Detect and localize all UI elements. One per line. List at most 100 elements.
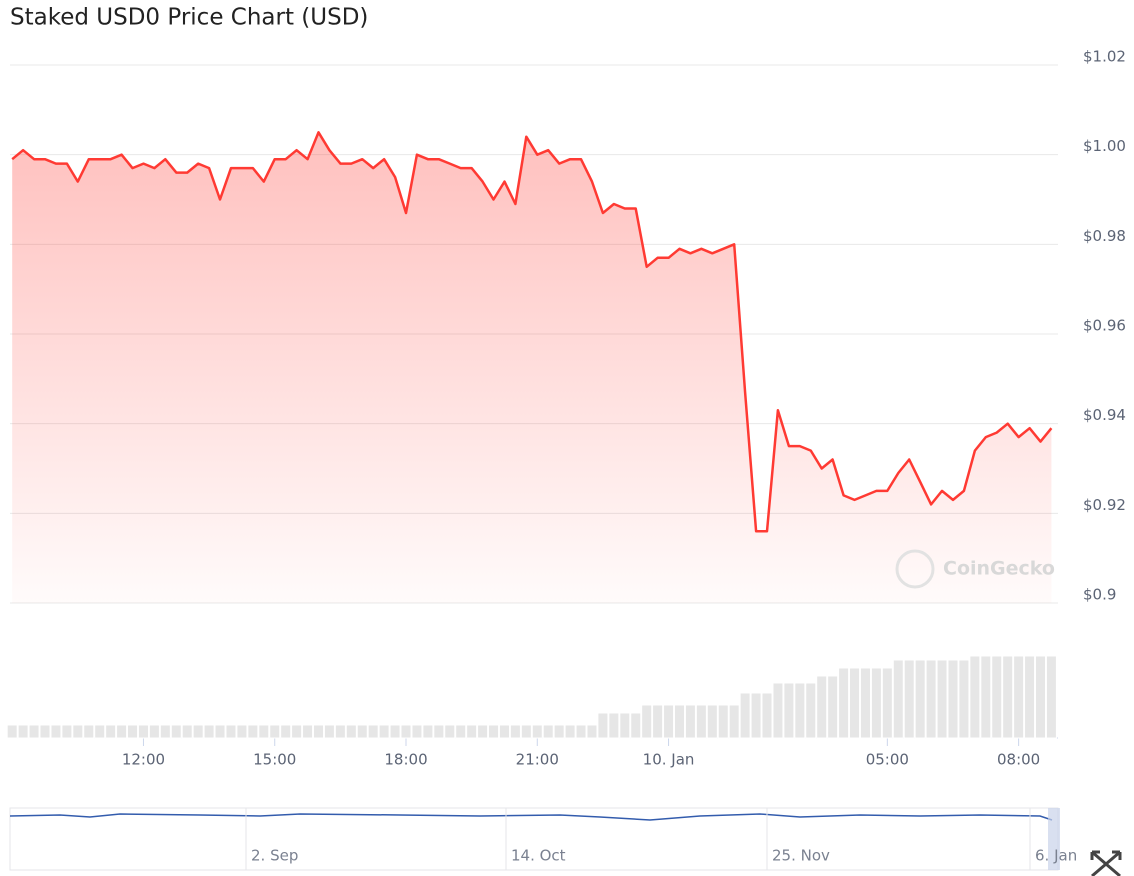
volume-bar (203, 724, 215, 739)
volume-bar (225, 724, 237, 739)
volume-bar (159, 724, 171, 739)
volume-bar (83, 724, 95, 739)
volume-bar (422, 724, 434, 739)
volume-bar (39, 724, 51, 739)
volume-bar (816, 675, 828, 739)
volume-bar (28, 724, 40, 739)
volume-bar (794, 682, 806, 739)
x-tick-label: 05:00 (866, 751, 909, 769)
volume-bar (6, 724, 18, 739)
volume-bar (444, 724, 456, 739)
volume-bar (739, 692, 751, 739)
volume-bar (903, 659, 915, 739)
volume-bar (520, 724, 532, 739)
volume-bar (433, 724, 445, 739)
navigator-label: 6. Jan (1035, 847, 1077, 865)
x-tick-label: 08:00 (997, 751, 1040, 769)
volume-bar (542, 724, 554, 739)
volume-bar (673, 704, 685, 739)
volume-bar (958, 659, 970, 739)
x-tick-label: 15:00 (253, 751, 296, 769)
volume-bar (849, 667, 861, 739)
volume-bar (564, 724, 576, 739)
volume-bar (389, 724, 401, 739)
volume-bar (947, 659, 959, 739)
volume-bar (838, 667, 850, 739)
volume-bar (280, 724, 292, 739)
volume-bar (509, 724, 521, 739)
volume-bar (728, 704, 740, 739)
volume-bar (411, 724, 423, 739)
volume-bar (116, 724, 128, 739)
volume-bar (695, 704, 707, 739)
volume-bar (925, 659, 937, 739)
watermark: CoinGecko (943, 558, 1055, 580)
volume-bar (608, 712, 620, 739)
volume-bar (1034, 655, 1046, 739)
navigator (9, 807, 1059, 871)
volume-bar (553, 724, 565, 739)
navigator-label: 14. Oct (511, 847, 566, 865)
volume-bar (575, 724, 587, 739)
navigator-handle[interactable] (1048, 808, 1060, 870)
volume-bar (302, 724, 314, 739)
price-line (11, 131, 1053, 533)
volume-bar (586, 724, 598, 739)
volume-bar (345, 724, 357, 739)
y-tick-label: $0.92 (1083, 496, 1126, 514)
volume-bar (870, 667, 882, 739)
volume-bar (641, 704, 653, 739)
volume-bar (214, 724, 226, 739)
volume-bar (772, 682, 784, 739)
volume-bar (334, 724, 346, 739)
volume-bar (72, 724, 84, 739)
volume-bar (663, 704, 675, 739)
watermark-logo (895, 549, 935, 589)
volume-bar (50, 724, 62, 739)
volume-bar (684, 704, 696, 739)
x-tick-label: 21:00 (516, 751, 559, 769)
volume-bar (323, 724, 335, 739)
y-tick-label: $0.9 (1083, 586, 1116, 604)
volume-bar (356, 724, 368, 739)
price-area (12, 132, 1052, 604)
y-tick-label: $1.02 (1083, 48, 1126, 66)
volume-bar (61, 724, 73, 739)
volume-bar (94, 724, 106, 739)
navigator-line (9, 813, 1053, 821)
volume-bar (258, 724, 270, 739)
volume-bar (400, 724, 412, 739)
volume-bar (717, 704, 729, 739)
volume-bar (783, 682, 795, 739)
x-tick-label: 10. Jan (643, 751, 695, 769)
volume-bar (914, 659, 926, 739)
volume-bar (367, 724, 379, 739)
x-tick-label: 12:00 (122, 751, 165, 769)
navigator-label: 2. Sep (251, 847, 298, 865)
volume-bar (652, 704, 664, 739)
y-tick-label: $0.96 (1083, 317, 1126, 335)
volume-bar (991, 655, 1003, 739)
volume-bar (312, 724, 324, 739)
volume-bar (291, 724, 303, 739)
volume-bar (170, 724, 182, 739)
volume-bar (761, 692, 773, 739)
volume-bar (17, 724, 29, 739)
volume-bar (597, 712, 609, 739)
volume-bar (137, 724, 149, 739)
volume-bar (859, 667, 871, 739)
volume-bar (630, 712, 642, 739)
volume-bar (980, 655, 992, 739)
volume-bar (488, 724, 500, 739)
volume-bar (181, 724, 193, 739)
fullscreen-icon[interactable] (1090, 850, 1122, 876)
volume-bar (105, 724, 117, 739)
volume-bar (706, 704, 718, 739)
volume-bar (192, 724, 204, 739)
volume-bar (969, 655, 981, 739)
volume-bar (1013, 655, 1025, 739)
volume-bar (269, 724, 281, 739)
volume-bar (881, 667, 893, 739)
